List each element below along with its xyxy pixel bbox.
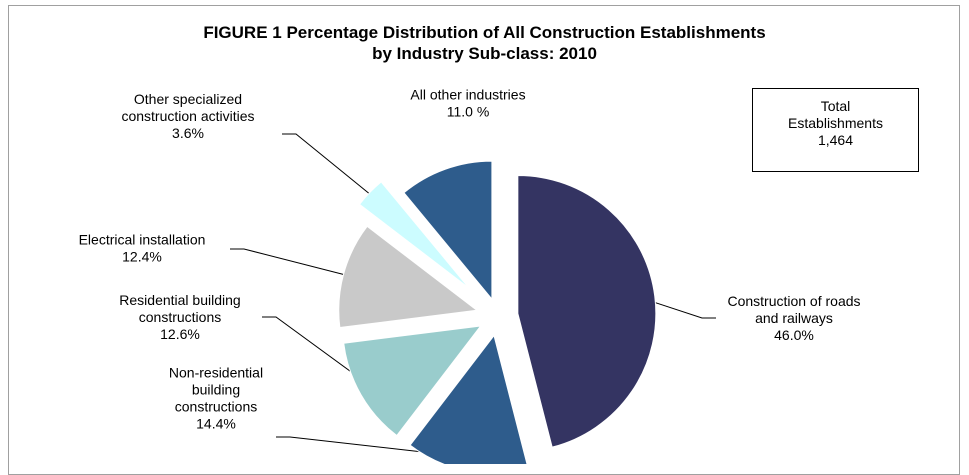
total-establishments-box: Total Establishments 1,464 xyxy=(752,88,919,172)
slice-label: Other specialized construction activities… xyxy=(121,91,254,141)
leader-line xyxy=(276,436,470,458)
slice-label: All other industries 11.0 % xyxy=(410,87,525,120)
slice-name-label: Electrical installation xyxy=(79,232,206,248)
slice-name-label: constructions xyxy=(139,309,221,325)
slice-percent-label: 12.6% xyxy=(160,326,200,342)
slice-name-label: Other specialized xyxy=(134,91,242,107)
pie-chart: Construction of roads and railways 46.0% No… xyxy=(79,87,861,464)
slice-percent-label: 11.0 % xyxy=(447,104,490,120)
chart-title: FIGURE 1 Percentage Distribution of All … xyxy=(0,22,969,64)
slice-label: Construction of roads and railways 46.0% xyxy=(727,293,860,343)
slice-percent-label: 46.0% xyxy=(774,327,814,343)
pie-slice xyxy=(338,225,479,329)
pie-slice xyxy=(343,325,482,437)
slice-label: Residential building constructions 12.6% xyxy=(119,292,240,342)
slice-name-label: Non-residential xyxy=(169,365,263,381)
leader-line xyxy=(262,316,374,389)
pie-slice xyxy=(409,334,528,464)
total-box-label-line1: Total xyxy=(820,98,851,114)
slice-name-label: building xyxy=(192,382,240,398)
slice-percent-label: 12.4% xyxy=(122,249,162,265)
slice-name-label: construction activities xyxy=(121,108,254,124)
slice-label: Electrical installation 12.4% xyxy=(79,232,206,265)
leader-line xyxy=(640,297,716,319)
leader-line xyxy=(282,133,381,203)
total-box-value: 1,464 xyxy=(817,132,854,148)
slice-name-label: Residential building xyxy=(119,292,240,308)
slice-name-label: and railways xyxy=(755,310,833,326)
total-box-label-line2: Establishments xyxy=(788,115,883,131)
chart-title-line1: FIGURE 1 Percentage Distribution of All … xyxy=(203,23,766,42)
slice-name-label: All other industries xyxy=(410,87,525,103)
slice-label: Non-residential building constructions 14.4… xyxy=(169,365,263,432)
pie-slice xyxy=(403,160,493,301)
slice-name-label: Construction of roads xyxy=(727,293,860,309)
leader-line xyxy=(230,248,357,279)
slice-percent-label: 14.4% xyxy=(196,416,236,432)
chart-title-line2: by Industry Sub-class: 2010 xyxy=(372,44,597,63)
pie-slice xyxy=(358,181,470,289)
slice-percent-label: 3.6% xyxy=(172,125,204,141)
slice-name-label: constructions xyxy=(175,399,257,415)
pie-slice xyxy=(517,174,657,448)
